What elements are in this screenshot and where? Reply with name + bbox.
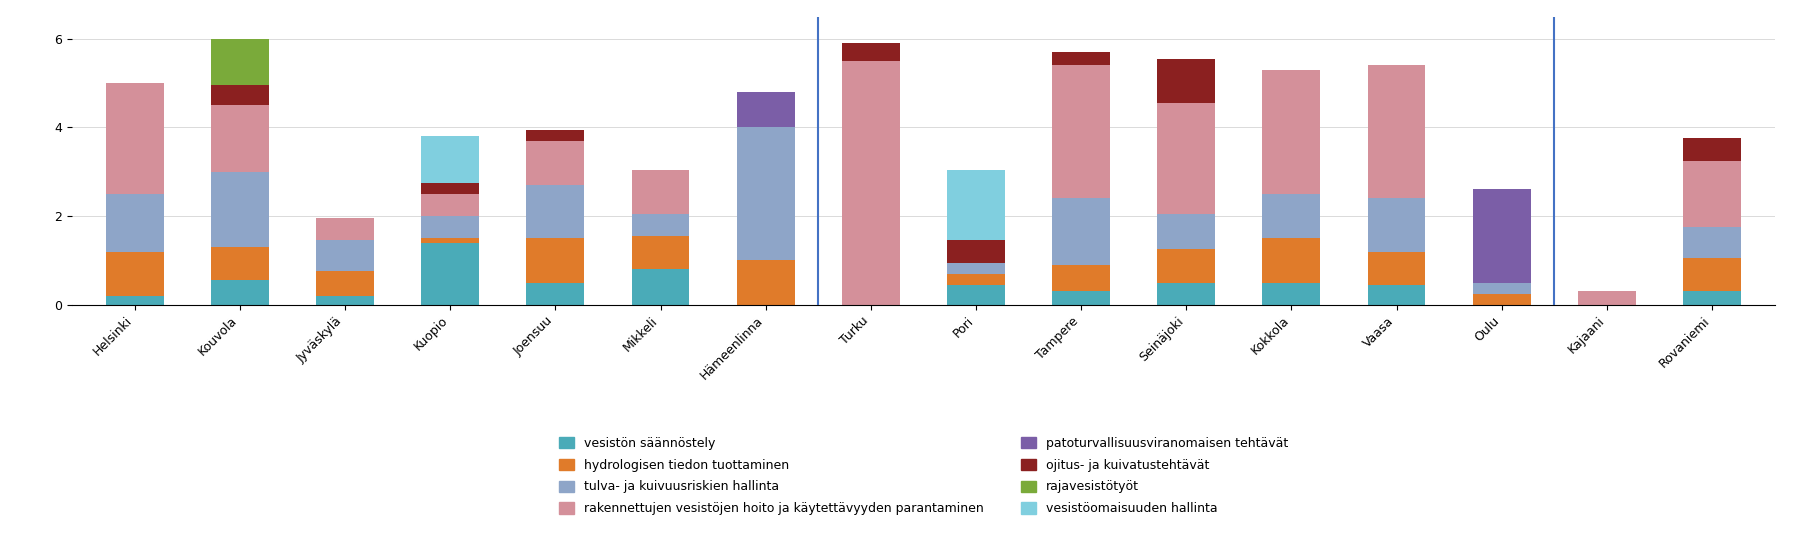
Bar bbox=[1472, 294, 1531, 305]
Bar bbox=[1472, 283, 1531, 294]
Bar bbox=[1052, 65, 1110, 198]
Bar bbox=[527, 130, 585, 141]
Bar bbox=[1052, 265, 1110, 291]
Bar bbox=[1578, 291, 1635, 305]
Bar bbox=[1684, 161, 1741, 227]
Bar bbox=[1156, 214, 1216, 249]
Bar bbox=[212, 172, 269, 247]
Bar bbox=[527, 238, 585, 283]
Bar bbox=[212, 85, 269, 105]
Bar bbox=[1684, 227, 1741, 258]
Bar bbox=[631, 269, 690, 305]
Bar bbox=[631, 214, 690, 236]
Bar bbox=[316, 296, 375, 305]
Bar bbox=[1156, 283, 1216, 305]
Bar bbox=[421, 136, 479, 183]
Bar bbox=[106, 83, 163, 194]
Bar bbox=[631, 170, 690, 214]
Bar bbox=[1156, 59, 1216, 103]
Bar bbox=[947, 263, 1004, 274]
Bar bbox=[1262, 194, 1320, 238]
Bar bbox=[421, 243, 479, 305]
Bar bbox=[527, 141, 585, 185]
Bar bbox=[421, 183, 479, 194]
Bar bbox=[316, 271, 375, 296]
Bar bbox=[1052, 52, 1110, 65]
Bar bbox=[212, 280, 269, 305]
Bar bbox=[1684, 291, 1741, 305]
Bar bbox=[421, 216, 479, 238]
Bar bbox=[106, 252, 163, 296]
Bar bbox=[106, 194, 163, 252]
Bar bbox=[1156, 249, 1216, 283]
Bar bbox=[212, 247, 269, 280]
Bar bbox=[947, 274, 1004, 285]
Bar bbox=[316, 218, 375, 240]
Bar bbox=[1368, 198, 1425, 252]
Bar bbox=[1368, 285, 1425, 305]
Bar bbox=[1472, 189, 1531, 283]
Bar bbox=[421, 238, 479, 243]
Bar bbox=[527, 283, 585, 305]
Bar bbox=[947, 285, 1004, 305]
Bar bbox=[1262, 70, 1320, 194]
Bar bbox=[1262, 283, 1320, 305]
Bar bbox=[1684, 258, 1741, 291]
Bar bbox=[1052, 291, 1110, 305]
Bar bbox=[843, 43, 900, 61]
Bar bbox=[947, 240, 1004, 263]
Bar bbox=[1684, 138, 1741, 161]
Bar bbox=[1052, 198, 1110, 265]
Bar bbox=[737, 260, 794, 305]
Bar bbox=[421, 194, 479, 216]
Bar bbox=[631, 236, 690, 269]
Bar bbox=[1368, 65, 1425, 198]
Bar bbox=[737, 127, 794, 260]
Bar bbox=[1262, 238, 1320, 283]
Bar bbox=[1368, 252, 1425, 285]
Bar bbox=[843, 61, 900, 305]
Bar bbox=[947, 170, 1004, 240]
Legend: vesistön säännöstely, hydrologisen tiedon tuottaminen, tulva- ja kuivuusriskien : vesistön säännöstely, hydrologisen tiedo… bbox=[554, 432, 1293, 520]
Bar bbox=[212, 105, 269, 172]
Bar bbox=[212, 39, 269, 85]
Bar bbox=[316, 240, 375, 271]
Bar bbox=[1156, 103, 1216, 214]
Bar bbox=[106, 296, 163, 305]
Bar bbox=[737, 92, 794, 127]
Bar bbox=[527, 185, 585, 238]
